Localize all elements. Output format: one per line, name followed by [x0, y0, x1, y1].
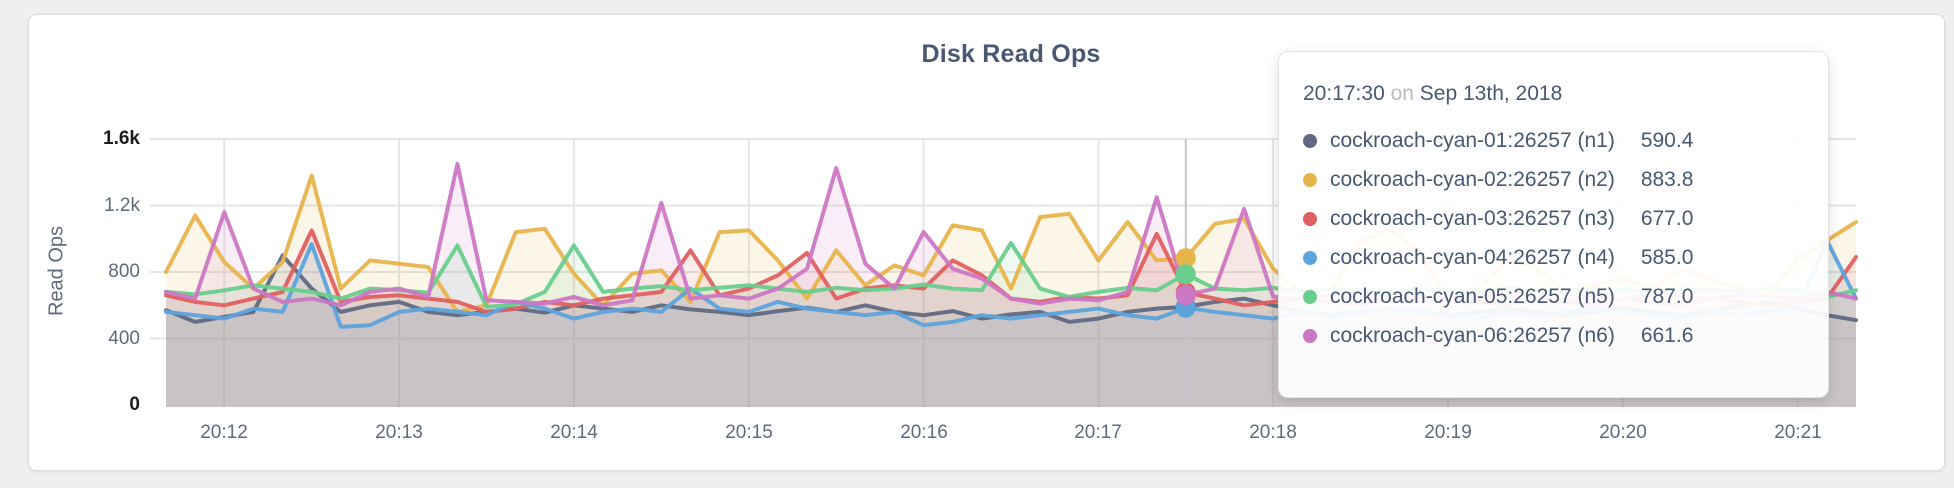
- y-tick-label: 1.6k: [103, 128, 140, 149]
- series-color-dot-icon: [1303, 328, 1317, 343]
- x-tick-label: 20:17: [1074, 422, 1122, 443]
- series-color-dot-icon: [1303, 172, 1317, 187]
- tooltip-series-name: cockroach-cyan-06:26257 (n6): [1330, 323, 1615, 347]
- x-tick-label: 20:19: [1424, 422, 1472, 443]
- tooltip-row: cockroach-cyan-02:26257 (n2) 883.8: [1303, 160, 1804, 199]
- x-tick-label: 20:13: [375, 422, 423, 443]
- series-color-dot-icon: [1303, 211, 1317, 226]
- y-tick-label: 1.2k: [104, 195, 140, 216]
- y-tick-label: 0: [129, 394, 140, 415]
- tooltip-series-name: cockroach-cyan-03:26257 (n3): [1330, 206, 1615, 230]
- tooltip-series-value: 787.0: [1640, 284, 1694, 308]
- tooltip-header: 20:17:30 on Sep 13th, 2018: [1303, 82, 1804, 106]
- tooltip-series-value: 677.0: [1640, 206, 1694, 230]
- hover-tooltip: 20:17:30 on Sep 13th, 2018 cockroach-cya…: [1278, 51, 1829, 398]
- x-tick-label: 20:20: [1599, 422, 1647, 443]
- hover-dot-n6: [1175, 285, 1196, 305]
- y-tick-label: 400: [108, 328, 140, 349]
- tooltip-row: cockroach-cyan-03:26257 (n3) 677.0: [1303, 199, 1804, 238]
- x-tick-label: 20:21: [1774, 422, 1822, 443]
- tooltip-on-word: on: [1390, 82, 1414, 105]
- tooltip-series-value: 883.8: [1640, 167, 1694, 191]
- x-tick-label: 20:15: [725, 422, 773, 443]
- tooltip-series-name: cockroach-cyan-02:26257 (n2): [1330, 167, 1615, 191]
- tooltip-row: cockroach-cyan-06:26257 (n6) 661.6: [1303, 316, 1804, 355]
- y-tick-label: 800: [108, 261, 140, 282]
- tooltip-rows: cockroach-cyan-01:26257 (n1) 590.4 cockroa…: [1303, 121, 1804, 355]
- series-color-dot-icon: [1303, 250, 1317, 265]
- x-tick-label: 20:18: [1249, 422, 1297, 443]
- tooltip-row: cockroach-cyan-01:26257 (n1) 590.4: [1303, 121, 1804, 160]
- tooltip-series-name: cockroach-cyan-04:26257 (n4): [1330, 245, 1615, 269]
- tooltip-date: Sep 13th, 2018: [1419, 82, 1563, 105]
- tooltip-row: cockroach-cyan-05:26257 (n5) 787.0: [1303, 277, 1804, 316]
- tooltip-series-value: 585.0: [1640, 245, 1694, 269]
- hover-dot-n2: [1175, 248, 1196, 269]
- tooltip-series-value: 661.6: [1640, 323, 1694, 347]
- tooltip-series-name: cockroach-cyan-01:26257 (n1): [1330, 128, 1615, 152]
- hover-dot-n5: [1175, 264, 1196, 285]
- x-tick-label: 20:16: [900, 422, 948, 443]
- chart-title: Disk Read Ops: [921, 40, 1101, 68]
- tooltip-row: cockroach-cyan-04:26257 (n4) 585.0: [1303, 238, 1804, 277]
- x-tick-label: 20:12: [200, 422, 248, 443]
- tooltip-series-value: 590.4: [1640, 128, 1694, 152]
- tooltip-series-name: cockroach-cyan-05:26257 (n5): [1330, 284, 1615, 308]
- series-color-dot-icon: [1303, 133, 1317, 148]
- tooltip-time: 20:17:30: [1303, 82, 1385, 105]
- series-color-dot-icon: [1303, 289, 1317, 304]
- x-tick-label: 20:14: [550, 422, 598, 443]
